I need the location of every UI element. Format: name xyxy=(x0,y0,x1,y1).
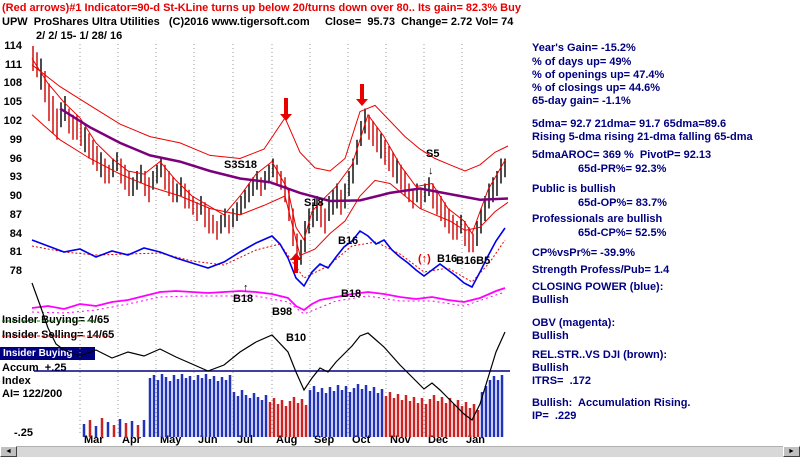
stat-openings-up: % of openings up= 47.4% xyxy=(532,69,665,81)
stat-65day-gain: 65-day gain= -1.1% xyxy=(532,95,631,107)
price-axis-label: 105 xyxy=(3,96,22,108)
month-label: Nov xyxy=(390,434,411,446)
month-label: Jan xyxy=(466,434,485,446)
date-range: 2/ 2/ 15- 1/ 28/ 16 xyxy=(36,30,123,42)
relstr-status: Bullish xyxy=(532,362,569,374)
scrollbar-track[interactable] xyxy=(17,446,783,457)
price-axis-label: 93 xyxy=(9,171,22,183)
month-label: Apr xyxy=(122,434,141,446)
month-label: Jun xyxy=(198,434,218,446)
scroll-left-button[interactable]: ◄ xyxy=(0,446,17,457)
accum-scale-minus: -.25 xyxy=(14,427,33,439)
ip-value: IP= .229 xyxy=(532,410,577,422)
price-axis-label: 81 xyxy=(9,246,22,258)
chart-annotation: B18 xyxy=(341,288,361,300)
ma65-line xyxy=(59,107,509,203)
cp-ma-line xyxy=(31,239,506,283)
ai-value: AI= 122/200 xyxy=(2,388,63,400)
month-label: Jul xyxy=(237,434,253,446)
month-label: May xyxy=(160,434,182,446)
obv-header: OBV (magenta): xyxy=(532,317,616,329)
price-bars xyxy=(32,46,506,271)
stat-cp-vs-pr: CP%vsPr%= -39.9% xyxy=(532,247,636,259)
left-arrow-icon: ◄ xyxy=(5,448,12,455)
chart-annotation: S5 xyxy=(426,148,439,160)
stat-days-up: % of days up= 49% xyxy=(532,56,632,68)
down-arrow-icon xyxy=(280,98,292,121)
obv-line xyxy=(31,287,506,312)
lower-band-line xyxy=(31,114,509,257)
month-label: Oct xyxy=(352,434,371,446)
ma5-line xyxy=(31,58,506,242)
price-axis-label: 87 xyxy=(9,209,22,221)
obv-dotted-line xyxy=(31,291,506,315)
stat-professionals: Professionals are bullish xyxy=(532,213,663,225)
chart-annotation: B16 xyxy=(338,235,358,247)
price-axis-label: 99 xyxy=(9,134,22,146)
insider-buying-stat: Insider Buying= 4/65 xyxy=(2,314,110,326)
stat-65d-pr: 65d-PR%= 92.3% xyxy=(578,163,667,175)
upper-band-line xyxy=(31,64,509,172)
horizontal-scrollbar[interactable]: ◄ ► xyxy=(0,446,800,457)
index-label: Index xyxy=(2,375,31,387)
rel-strength-line xyxy=(31,282,506,421)
price-axis-label: 96 xyxy=(9,153,22,165)
price-axis-label: 114 xyxy=(4,40,22,52)
price-axis-label: 78 xyxy=(9,265,22,277)
price-axis-label: 90 xyxy=(9,190,22,202)
stat-years-gain: Year's Gain= -15.2% xyxy=(532,42,636,54)
price-axis-label: 108 xyxy=(3,77,22,89)
accum-scale-label: Accum +.25 xyxy=(2,362,67,374)
chart-annotation: S3S18 xyxy=(224,159,257,171)
stat-strength-ratio: Strength Profess/Pub= 1.4 xyxy=(532,264,670,276)
right-arrow-icon: ► xyxy=(788,448,795,455)
stat-closings-up: % of closings up= 44.6% xyxy=(532,82,661,94)
closing-power-status: Bullish xyxy=(532,294,569,306)
chart-annotation: ↑ xyxy=(243,282,249,294)
chart-annotation: B98 xyxy=(272,306,292,318)
accumulation-histogram xyxy=(82,374,504,437)
insider-buying-badge: Insider Buying xyxy=(0,347,95,360)
closing-power-line xyxy=(31,227,506,289)
price-axis-label: 84 xyxy=(9,228,22,240)
stat-aroc-pivot: 5dmaAROC= 369 % PivotP= 92.13 xyxy=(532,149,712,161)
chart-annotation: B18 xyxy=(233,293,253,305)
chart-annotation: B10 xyxy=(286,332,306,344)
chart-annotation: B16 xyxy=(437,253,457,265)
indicator-header: (Red arrows)#1 Indicator=90-d St-KLine t… xyxy=(2,2,521,14)
closing-power-header: CLOSING POWER (blue): xyxy=(532,281,664,293)
up-arrow-icon xyxy=(290,253,302,273)
insider-selling-stat: Insider Selling= 14/65 xyxy=(2,329,115,341)
chart-annotation: ↓ xyxy=(428,165,434,177)
stat-public: Public is bullish xyxy=(532,183,616,195)
symbol-header: UPW ProShares Ultra Utilities (C)2016 ww… xyxy=(2,16,514,28)
itrs-value: ITRS= .172 xyxy=(532,375,592,387)
accum-status: Bullish: Accumulation Rising. xyxy=(532,397,691,409)
signal-arrows xyxy=(280,84,368,273)
chart-annotation: S18 xyxy=(304,197,324,209)
month-label: Sep xyxy=(314,434,335,446)
obv-status: Bullish xyxy=(532,330,569,342)
chart-annotation: B16B5 xyxy=(456,255,490,267)
stat-65d-op: 65d-OP%= 83.7% xyxy=(578,197,667,209)
month-gridlines xyxy=(79,44,463,436)
chart-annotation: (↑) xyxy=(418,253,431,265)
stat-dma-values: 5dma= 92.7 21dma= 91.7 65dma=89.6 xyxy=(532,118,727,130)
price-axis-label: 102 xyxy=(3,115,22,127)
relstr-header: REL.STR..VS DJI (brown): xyxy=(532,349,668,361)
month-label: Mar xyxy=(84,434,104,446)
scroll-right-button[interactable]: ► xyxy=(783,446,800,457)
stat-65d-cp: 65d-CP%= 52.5% xyxy=(578,227,667,239)
down-arrow-icon xyxy=(356,84,368,106)
stat-dma-trends: Rising 5-dma rising 21-dma falling 65-dm… xyxy=(532,131,753,143)
price-axis-label: 111 xyxy=(4,59,22,71)
month-label: Dec xyxy=(428,434,449,446)
month-label: Aug xyxy=(276,434,298,446)
